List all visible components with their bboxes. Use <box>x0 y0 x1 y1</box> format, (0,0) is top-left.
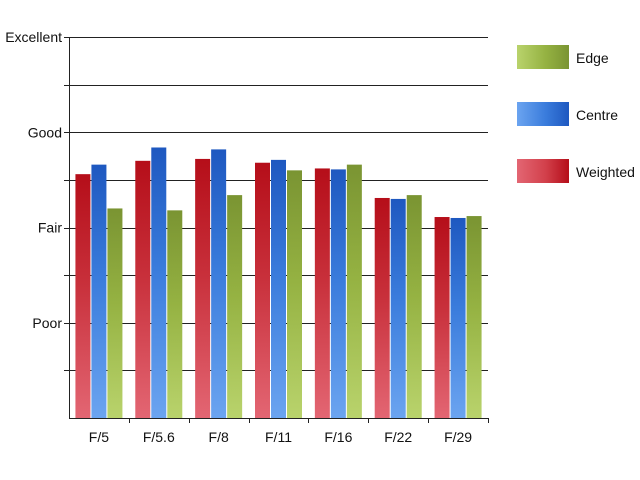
y-tick-label: Excellent <box>5 29 62 45</box>
x-tick-label: F/22 <box>384 429 412 445</box>
bar-edge-0 <box>107 208 123 418</box>
x-tick-label: F/5 <box>89 429 109 445</box>
bar-centre-4 <box>330 169 346 418</box>
bar-weighted-5 <box>374 197 390 418</box>
x-tick-label: F/8 <box>209 429 229 445</box>
bar-edge-2 <box>227 195 243 418</box>
axes <box>64 37 489 423</box>
bars <box>75 147 482 419</box>
bar-weighted-1 <box>135 160 151 418</box>
bar-centre-3 <box>271 159 286 418</box>
bar-centre-6 <box>450 217 466 418</box>
bar-centre-2 <box>211 149 227 418</box>
bar-edge-5 <box>406 195 422 418</box>
x-tick-label: F/29 <box>444 429 472 445</box>
y-tick-label: Fair <box>38 220 62 236</box>
axis-labels: Poor Fair Good Excellent F/5 F/5.6 F/8 F/11 F/16… <box>5 29 472 445</box>
legend-label-weighted: Weighted <box>576 164 635 180</box>
bar-edge-1 <box>167 210 183 418</box>
bar-edge-4 <box>346 164 362 418</box>
x-tick-label: F/5.6 <box>143 429 175 445</box>
bar-weighted-2 <box>195 158 211 419</box>
legend-swatch-weighted <box>517 159 569 183</box>
legend-swatch-centre <box>517 102 569 126</box>
bar-edge-3 <box>287 170 302 418</box>
y-tick-label: Good <box>28 124 62 140</box>
legend-label-edge: Edge <box>576 50 609 66</box>
bar-centre-5 <box>390 198 406 418</box>
x-tick-label: F/16 <box>324 429 352 445</box>
y-tick-label: Poor <box>32 315 62 331</box>
bar-centre-1 <box>151 147 167 419</box>
bar-weighted-6 <box>434 217 450 418</box>
bar-centre-0 <box>91 164 107 418</box>
bar-weighted-3 <box>255 162 270 418</box>
legend-swatch-edge <box>517 45 569 69</box>
bar-weighted-0 <box>75 174 91 418</box>
legend-label-centre: Centre <box>576 107 618 123</box>
x-tick-label: F/11 <box>265 429 292 445</box>
bar-weighted-4 <box>314 168 330 418</box>
legend: Edge Centre Weighted <box>517 45 635 183</box>
bar-edge-6 <box>466 216 482 418</box>
